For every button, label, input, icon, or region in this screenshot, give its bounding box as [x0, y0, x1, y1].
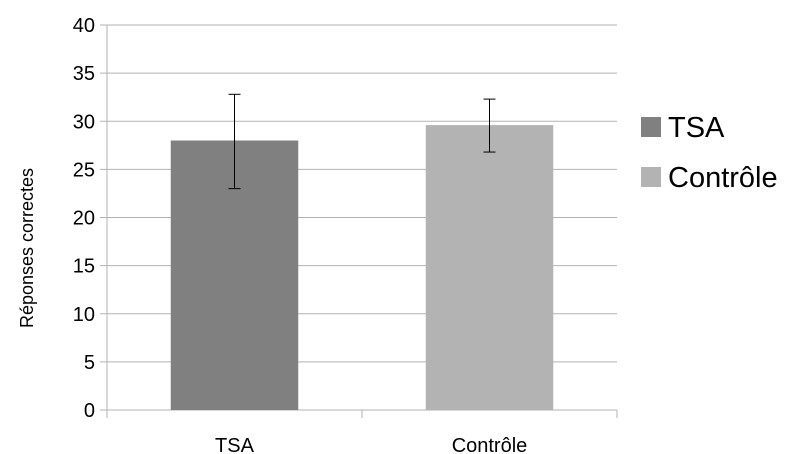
y-tick-label: 0 [84, 400, 95, 422]
legend-swatch [641, 117, 661, 137]
y-tick-label: 35 [73, 63, 95, 85]
y-tick-label: 5 [84, 352, 95, 374]
bar-controle [425, 125, 554, 410]
y-tick-labels: 0 5 10 15 20 25 30 35 40 [73, 15, 95, 422]
legend-label: TSA [668, 112, 725, 144]
y-tick-label: 25 [73, 159, 95, 181]
y-tick-label: 30 [73, 111, 95, 133]
legend-swatch [641, 167, 661, 187]
y-tick-label: 20 [73, 208, 95, 230]
error-bars [228, 93, 496, 190]
x-category-label: TSA [215, 435, 255, 454]
x-category-labels: TSA Contrôle [215, 435, 527, 454]
legend: TSA Contrôle [641, 112, 778, 194]
y-tick-label: 40 [73, 15, 95, 37]
y-axis-label: Réponses correctes [17, 168, 37, 328]
x-category-label: Contrôle [452, 435, 528, 454]
y-tick-label: 15 [73, 256, 95, 278]
legend-label: Contrôle [668, 162, 778, 194]
y-tick-label: 10 [73, 304, 95, 326]
bars [170, 125, 554, 410]
